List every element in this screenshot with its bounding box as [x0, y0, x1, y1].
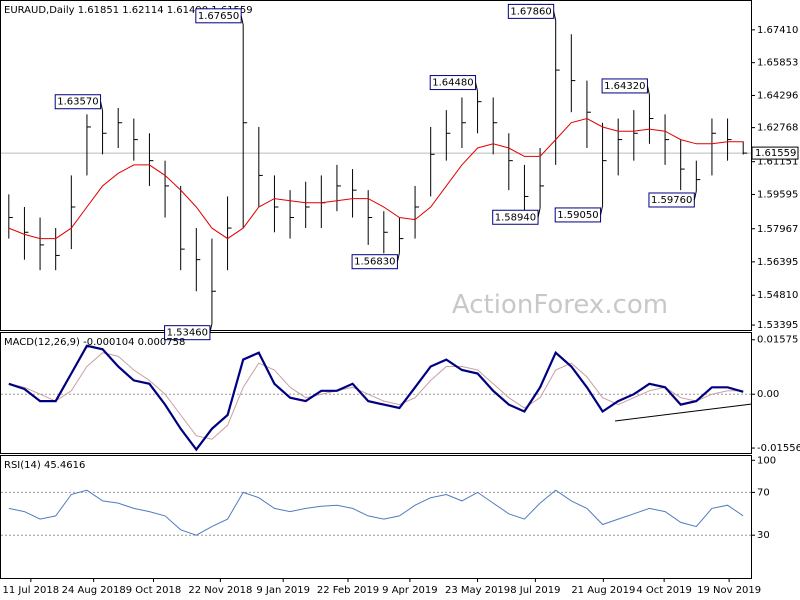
- annotation-connector: [600, 205, 604, 216]
- x-tick-label: 23 May 2019: [445, 585, 510, 596]
- x-tick-label: 9 Oct 2018: [126, 585, 181, 596]
- y-tick-label: 1.65853: [757, 58, 798, 69]
- y-tick-label: 70: [757, 487, 770, 498]
- x-tick-label: 19 Nov 2019: [697, 585, 761, 596]
- annotation-connector: [537, 208, 541, 218]
- x-tick-label: 24 Aug 2018: [62, 585, 126, 596]
- annotation-connector: [475, 82, 479, 92]
- price-annotation: 1.58940: [495, 212, 536, 223]
- y-tick-label: 1.54810: [757, 290, 798, 301]
- annotation-connector: [396, 252, 400, 262]
- panel-title: EURAUD,Daily 1.61851 1.62114 1.61490 1.6…: [4, 5, 253, 16]
- y-tick-label: 1.53395: [757, 320, 798, 331]
- macd-panel: [0, 332, 752, 454]
- y-tick-label: 1.64296: [757, 90, 798, 101]
- annotation-connector: [646, 85, 650, 96]
- x-tick-label: 21 Aug 2019: [571, 585, 635, 596]
- series-line: [8, 344, 744, 452]
- x-tick-label: 11 Jul 2018: [3, 585, 60, 596]
- price-annotation: 1.64320: [604, 81, 645, 92]
- annotation-connector: [209, 323, 213, 333]
- x-tick-label: 8 Jul 2019: [510, 585, 560, 596]
- price-annotation: 1.53460: [167, 328, 208, 339]
- x-tick-label: 22 Feb 2019: [317, 585, 379, 596]
- annotation-connector: [693, 190, 697, 201]
- x-tick-label: 9 Jan 2019: [256, 585, 310, 596]
- last-price-label: 1.61559: [755, 148, 796, 159]
- price-annotation: 1.63570: [57, 97, 98, 108]
- series-line: [8, 489, 744, 536]
- x-tick-label: 9 Apr 2019: [382, 585, 437, 596]
- x-tick-label: 4 Oct 2019: [636, 585, 691, 596]
- annotation-connector: [240, 15, 244, 25]
- trend-line: [614, 403, 753, 422]
- annotation-connector: [100, 101, 104, 111]
- y-tick-label: 0.01575: [757, 335, 798, 346]
- price-annotation: 1.56830: [354, 257, 395, 268]
- series-line: [8, 117, 744, 240]
- price-annotation: 1.59760: [651, 195, 692, 206]
- y-tick-label: 1.62768: [757, 123, 798, 134]
- price-annotation: 1.59050: [557, 210, 598, 221]
- y-tick-label: 1.56395: [757, 257, 798, 268]
- price-annotation: 1.67860: [510, 6, 551, 17]
- price-annotation: 1.67650: [198, 11, 239, 22]
- price-panel: [0, 0, 752, 331]
- price-annotation: 1.64480: [432, 78, 473, 89]
- panel-title: MACD(12,26,9) -0.000104 0.000758: [4, 337, 185, 348]
- y-tick-label: 1.61151: [757, 157, 798, 168]
- annotation-connector: [553, 11, 557, 21]
- x-tick-label: 22 Nov 2018: [188, 585, 252, 596]
- watermark: ActionForex.com: [452, 290, 668, 320]
- y-tick-label: 1.57967: [757, 224, 798, 235]
- panel-title: RSI(14) 45.4616: [4, 460, 85, 471]
- y-tick-label: 1.67410: [757, 25, 798, 36]
- y-tick-label: 30: [757, 530, 770, 541]
- rsi-panel: [0, 455, 752, 579]
- y-tick-label: -0.015568: [757, 443, 800, 454]
- y-tick-label: 1.59595: [757, 189, 798, 200]
- last-price-box: [751, 146, 799, 160]
- y-tick-label: 100: [757, 455, 776, 466]
- y-tick-label: 0.00: [757, 389, 779, 400]
- series-line: [8, 352, 744, 440]
